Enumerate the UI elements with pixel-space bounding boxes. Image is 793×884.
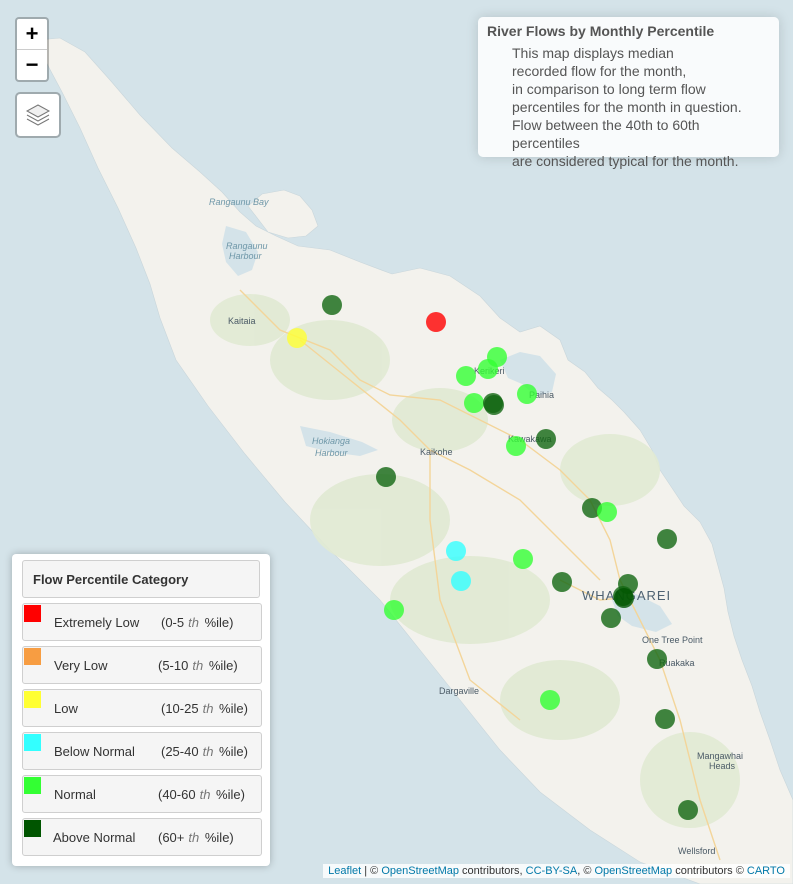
water-label-rangaunu-harbour-1: Rangaunu xyxy=(226,241,268,251)
station-marker[interactable] xyxy=(647,649,667,669)
layers-button[interactable] xyxy=(15,92,61,138)
legend-label: Normal xyxy=(54,787,96,802)
station-marker[interactable] xyxy=(655,709,675,729)
info-line: are considered typical for the month. xyxy=(512,153,739,169)
legend-item-very-low[interactable]: Very Low (5-10 th %ile) xyxy=(22,646,264,684)
legend-label: Above Normal xyxy=(53,830,136,845)
station-marker[interactable] xyxy=(322,295,342,315)
roads xyxy=(239,289,721,861)
zoom-out-button[interactable]: − xyxy=(25,52,39,77)
station-marker[interactable] xyxy=(287,328,307,348)
station-marker[interactable] xyxy=(614,588,634,608)
water-label-rangaunu-harbour-2: Harbour xyxy=(229,251,263,261)
station-marker[interactable] xyxy=(601,608,621,628)
place-paihia: Paihia xyxy=(529,390,554,400)
legend-range: (0-5 th %ile) xyxy=(161,615,234,630)
place-kaitaia: Kaitaia xyxy=(228,316,256,326)
station-marker[interactable] xyxy=(384,600,404,620)
info-line: percentiles for the month in question. xyxy=(512,99,742,115)
station-marker[interactable] xyxy=(552,572,572,592)
station-marker[interactable] xyxy=(513,549,533,569)
legend-label: Very Low xyxy=(54,658,108,673)
info-line: This map displays median xyxy=(512,45,674,61)
legend-swatch xyxy=(24,691,41,708)
layers-icon xyxy=(25,104,51,126)
station-marker[interactable] xyxy=(478,359,498,379)
legend-swatch xyxy=(24,777,41,794)
place-wellsford: Wellsford xyxy=(678,846,715,856)
water-label-hokianga-harbour-1: Hokianga xyxy=(312,436,350,446)
water-rangaunu-harbour xyxy=(222,226,258,276)
osm-link[interactable]: OpenStreetMap xyxy=(381,865,459,877)
info-line: recorded flow for the month, xyxy=(512,63,687,79)
osm-link-2[interactable]: OpenStreetMap xyxy=(594,865,673,877)
station-marker[interactable] xyxy=(426,312,446,332)
station-marker[interactable] xyxy=(517,384,537,404)
info-line: Flow between the 40th to 60th percentile… xyxy=(512,117,700,151)
station-marker[interactable] xyxy=(582,498,602,518)
station-marker[interactable] xyxy=(456,366,476,386)
station-marker[interactable] xyxy=(540,690,560,710)
land-karikari xyxy=(247,189,319,239)
water-bay-of-islands xyxy=(500,352,556,396)
station-marker[interactable] xyxy=(464,393,484,413)
water-label-hokianga-harbour-2: Harbour xyxy=(315,448,349,458)
station-marker[interactable] xyxy=(376,467,396,487)
legend-range: (10-25 th %ile) xyxy=(161,701,248,716)
legend-item-extremely-low[interactable]: Extremely Low (0-5 th %ile) xyxy=(22,603,264,641)
zoom-in-button[interactable]: + xyxy=(17,19,47,50)
place-kawakawa: Kawakawa xyxy=(508,434,552,444)
station-marker[interactable] xyxy=(484,395,504,415)
station-marker[interactable] xyxy=(657,529,677,549)
station-marker[interactable] xyxy=(506,436,526,456)
legend-range: (60+ th %ile) xyxy=(158,830,234,845)
station-marker[interactable] xyxy=(597,502,617,522)
info-line: in comparison to long term flow xyxy=(512,81,706,97)
cc-by-sa-link[interactable]: CC-BY-SA xyxy=(525,865,578,877)
legend-swatch xyxy=(24,648,41,665)
attribution: Leaflet | © OpenStreetMap contributors, … xyxy=(323,864,790,878)
info-title: River Flows by Monthly Percentile xyxy=(487,23,715,39)
legend-item-normal[interactable]: Normal (40-60 th %ile) xyxy=(22,775,264,813)
legend-item-below-normal[interactable]: Below Normal (25-40 th %ile) xyxy=(22,732,264,770)
zoom-control: + − xyxy=(15,17,49,82)
place-mangawhai-2: Heads xyxy=(709,761,736,771)
legend-swatch xyxy=(24,605,41,622)
water-hokianga-harbour xyxy=(300,426,378,456)
station-marker[interactable] xyxy=(451,571,471,591)
legend-range: (5-10 th %ile) xyxy=(158,658,238,673)
place-dargaville: Dargaville xyxy=(439,686,479,696)
station-markers xyxy=(287,295,698,820)
legend-label: Below Normal xyxy=(54,744,135,759)
legend-range: (40-60 th %ile) xyxy=(158,787,245,802)
legend-title: Flow Percentile Category xyxy=(22,560,260,598)
station-marker[interactable] xyxy=(536,429,556,449)
station-marker[interactable] xyxy=(446,541,466,561)
carto-link[interactable]: CARTO xyxy=(746,865,785,877)
place-ruakaka: Ruakaka xyxy=(659,658,695,668)
place-one-tree-point: One Tree Point xyxy=(642,635,703,645)
leaflet-link[interactable]: Leaflet xyxy=(328,865,362,877)
legend-swatch xyxy=(24,820,41,837)
station-marker[interactable] xyxy=(678,800,698,820)
water-label-rangaunu-bay: Rangaunu Bay xyxy=(209,197,269,207)
info-panel: River Flows by Monthly Percentile This m… xyxy=(478,17,779,169)
place-mangawhai-1: Mangawhai xyxy=(697,751,743,761)
legend-label: Extremely Low xyxy=(54,615,140,630)
legend-swatch xyxy=(24,734,41,751)
legend-panel: Flow Percentile Category Extremely Low (… xyxy=(12,554,270,866)
legend-item-above-normal[interactable]: Above Normal (60+ th %ile) xyxy=(22,818,264,856)
place-kaikohe: Kaikohe xyxy=(420,447,453,457)
legend-range: (25-40 th %ile) xyxy=(161,744,248,759)
legend-item-low[interactable]: Low (10-25 th %ile) xyxy=(22,689,264,727)
legend-label: Low xyxy=(54,701,78,716)
